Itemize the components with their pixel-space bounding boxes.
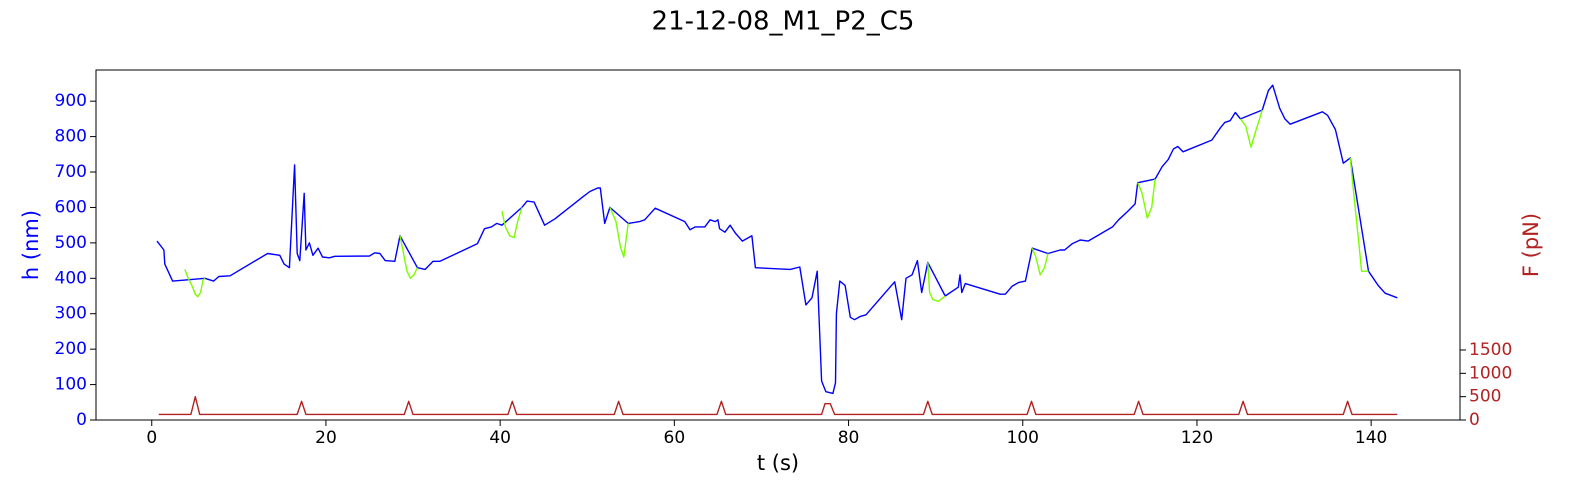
y-tick-label: 0	[76, 410, 87, 430]
y2-axis-label: F (pN)	[1519, 213, 1543, 277]
plot-frame	[95, 69, 1461, 421]
x-tick-label: 20	[315, 428, 337, 448]
y2-tick-label: 500	[1469, 387, 1501, 407]
y-tick-label: 200	[55, 339, 87, 359]
chart-title: 21-12-08_M1_P2_C5	[652, 7, 915, 37]
y2-tick-label: 0	[1469, 410, 1480, 430]
x-tick-label: 40	[489, 428, 511, 448]
x-tick-label: 120	[1181, 428, 1213, 448]
x-tick-label: 140	[1355, 428, 1387, 448]
x-tick-label: 0	[146, 428, 157, 448]
y2-tick-label: 1500	[1469, 340, 1512, 360]
y-tick-label: 800	[55, 127, 87, 147]
x-tick-label: 60	[664, 428, 686, 448]
data-line	[158, 396, 1398, 416]
x-tick-label: 100	[1007, 428, 1039, 448]
y-tick-label: 600	[55, 197, 87, 217]
y2-tick-label: 1000	[1469, 363, 1512, 383]
data-line	[184, 109, 1369, 302]
x-axis-label: t (s)	[757, 451, 799, 475]
y-tick-label: 300	[55, 304, 87, 324]
y-axis-label: h (nm)	[19, 210, 43, 280]
y-tick-label: 500	[55, 233, 87, 253]
y-tick-label: 900	[55, 91, 87, 111]
data-line	[156, 84, 1398, 395]
x-tick-label: 80	[838, 428, 860, 448]
y-tick-label: 700	[55, 162, 87, 182]
y-tick-label: 100	[55, 375, 87, 395]
y-tick-label: 400	[55, 268, 87, 288]
